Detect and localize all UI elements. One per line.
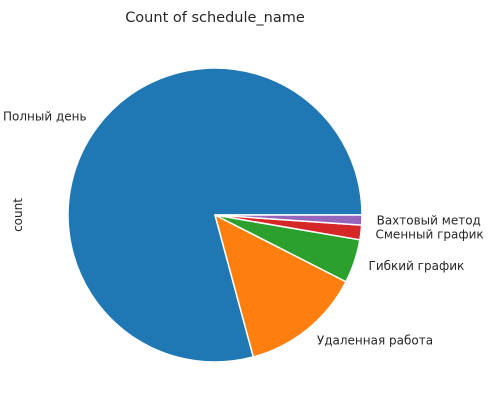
- slice-label-5: Вахтовый метод: [377, 214, 481, 228]
- slice-label-3: Гибкий график: [369, 259, 465, 273]
- pie-labels: Полный день Удаленная работа Гибкий график…: [3, 110, 484, 348]
- pie-slice-2: [214, 214, 347, 358]
- pie-slices: [67, 67, 363, 363]
- slice-label-2: Удаленная работа: [317, 334, 433, 348]
- slice-label-4: Сменный график: [376, 227, 484, 241]
- pie-slice-5: [214, 214, 363, 226]
- y-axis-label: count: [11, 198, 25, 232]
- chart-title: Count of schedule_name: [125, 10, 305, 26]
- slice-label-1: Полный день: [3, 110, 87, 124]
